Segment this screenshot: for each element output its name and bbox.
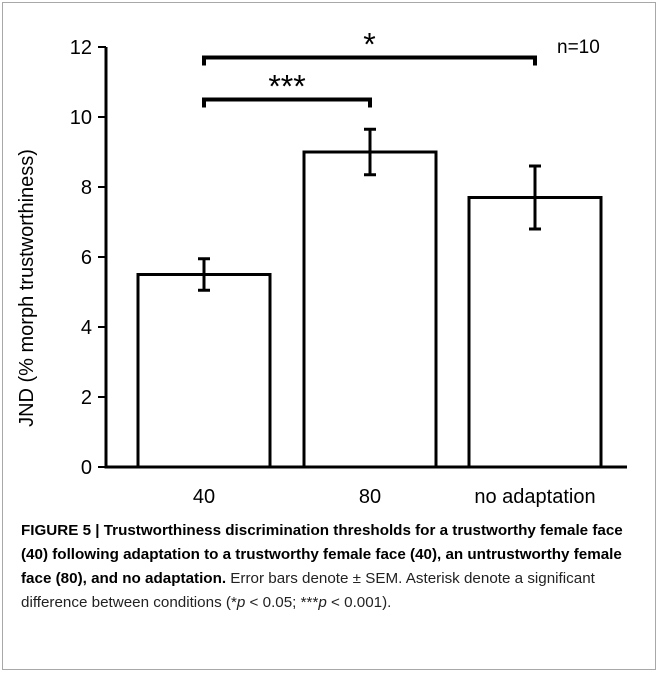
significance-bracket bbox=[202, 55, 537, 66]
caption-body-3: < 0.001). bbox=[326, 594, 392, 611]
error-bars bbox=[198, 127, 541, 292]
sample-size-label: n=10 bbox=[557, 37, 600, 58]
y-tick-label: 0 bbox=[81, 457, 92, 479]
y-axis-ticks: 0 2 4 6 8 10 12 bbox=[70, 37, 106, 479]
bar bbox=[302, 150, 438, 469]
significance-brackets: **** bbox=[202, 27, 537, 108]
figure-caption: FIGURE 5 | Trustworthiness discriminatio… bbox=[21, 519, 641, 615]
y-tick-label: 8 bbox=[81, 177, 92, 199]
x-axis-labels: 40 80 no adaptation bbox=[193, 486, 596, 508]
significance-stars: * bbox=[363, 27, 375, 63]
y-tick-label: 12 bbox=[70, 37, 92, 59]
y-tick-label: 10 bbox=[70, 107, 92, 129]
y-tick-label: 6 bbox=[81, 247, 92, 269]
y-tick-label: 4 bbox=[81, 317, 92, 339]
significance-stars: *** bbox=[268, 69, 305, 105]
figure-label: FIGURE 5 | bbox=[21, 522, 104, 539]
bar-chart: JND (% morph trustworthiness) 024681012 … bbox=[16, 27, 627, 508]
x-tick-label: no adaptation bbox=[474, 486, 595, 508]
caption-body-1: Error bars denote ± SEM. Asterisk denote… bbox=[21, 570, 595, 611]
caption-p-symbol-2: p bbox=[318, 594, 327, 611]
bar bbox=[136, 273, 272, 469]
y-axis-label: JND (% morph trustworthiness) bbox=[16, 149, 38, 427]
caption-body-2: < 0.05; *** bbox=[245, 594, 319, 611]
x-tick-label: 40 bbox=[193, 486, 215, 508]
x-tick-label: 80 bbox=[359, 486, 381, 508]
bars bbox=[136, 150, 603, 469]
caption-title: Trustworthiness discrimination threshold… bbox=[21, 522, 623, 587]
y-tick-label: 2 bbox=[81, 387, 92, 409]
significance-bracket bbox=[202, 97, 372, 108]
caption-p-symbol: p bbox=[236, 594, 246, 611]
bar bbox=[467, 196, 603, 469]
